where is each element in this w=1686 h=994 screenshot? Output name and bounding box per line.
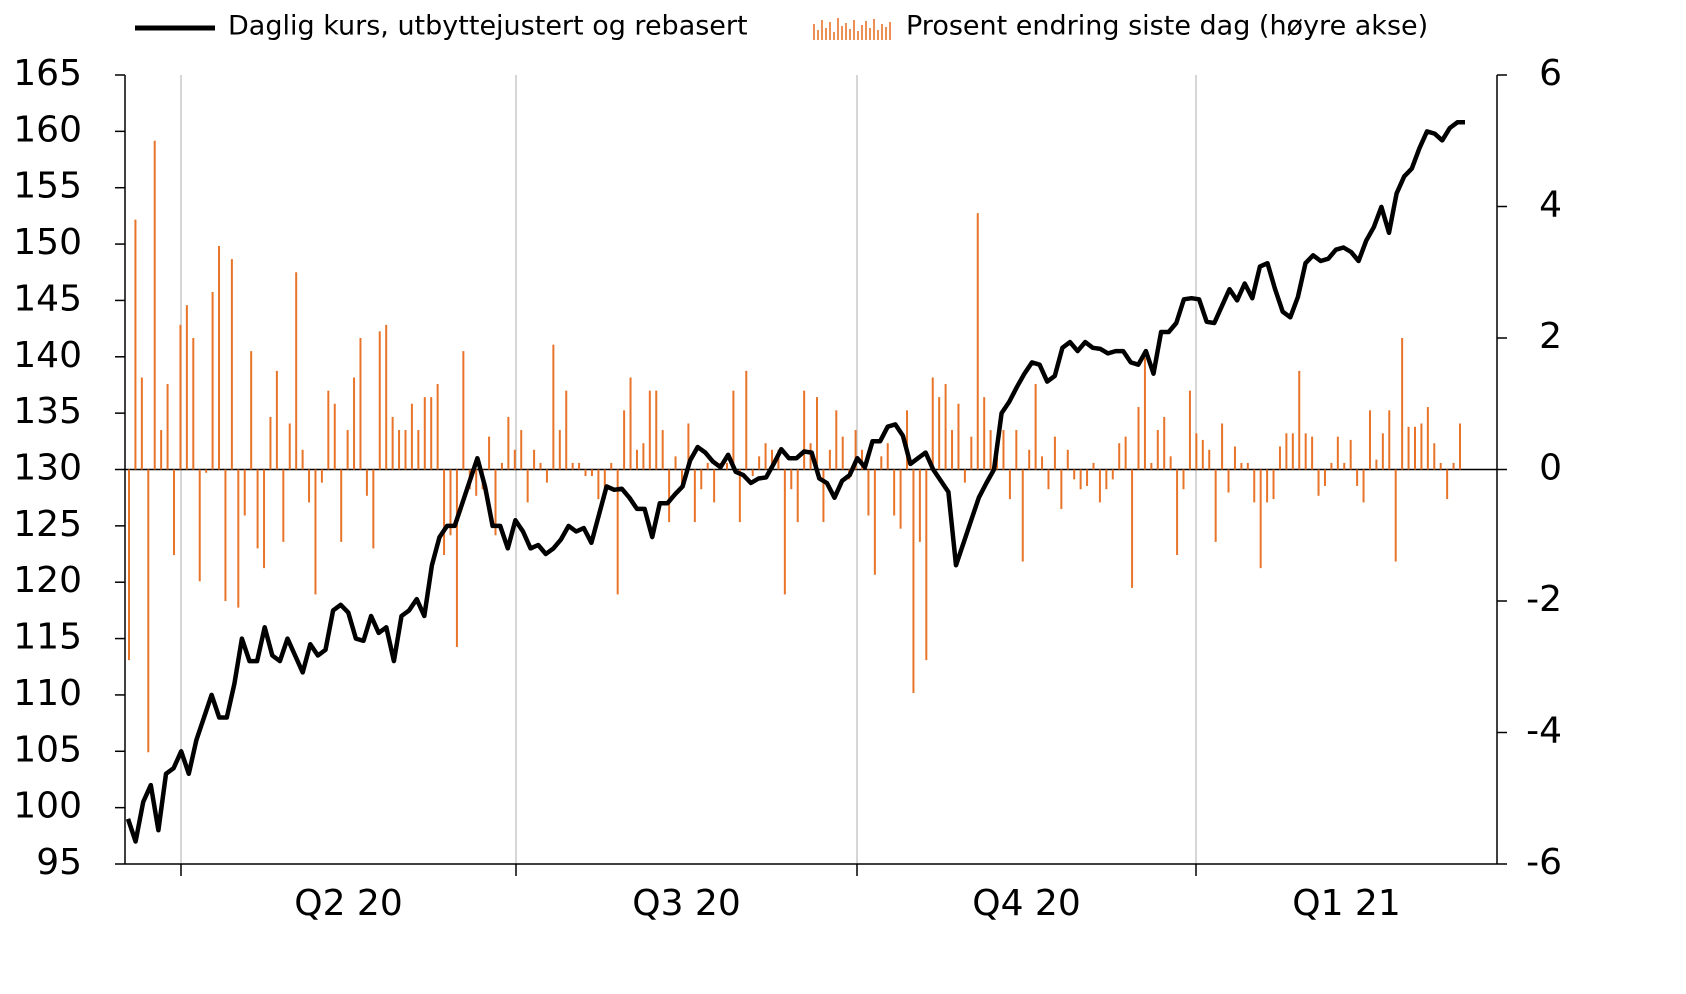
y2-tick-label: -2 — [1526, 579, 1562, 620]
y-tick-label: 130 — [13, 448, 82, 489]
legend-bar-swatch — [813, 18, 891, 40]
y2-tick-label: -4 — [1526, 711, 1562, 752]
y-tick-label: 155 — [13, 166, 82, 207]
x-tick-label: Q1 21 — [1292, 883, 1401, 924]
y-tick-label: 120 — [13, 560, 82, 601]
y-tick-label: 150 — [13, 222, 82, 263]
y-tick-label: 135 — [13, 391, 82, 432]
y2-tick-label: 6 — [1539, 53, 1562, 94]
x-tick-label: Q2 20 — [294, 883, 403, 924]
x-tick-label: Q3 20 — [632, 883, 741, 924]
x-tick-label: Q4 20 — [972, 883, 1081, 924]
y2-tick-label: 2 — [1539, 316, 1562, 357]
y2-tick-label: 4 — [1539, 185, 1562, 226]
y-tick-label: 95 — [36, 842, 82, 883]
y-tick-label: 145 — [13, 278, 82, 319]
y-tick-label: 125 — [13, 504, 82, 545]
legend-label: Daglig kurs, utbyttejustert og rebasert — [228, 11, 748, 42]
y-tick-label: 110 — [13, 673, 82, 714]
y-tick-label: 115 — [13, 617, 82, 658]
price-line — [125, 120, 1465, 844]
legend: Daglig kurs, utbyttejustert og rebasert … — [135, 11, 1428, 42]
y2-tick-label: -6 — [1526, 842, 1562, 883]
y-tick-label: 105 — [13, 729, 82, 770]
y-tick-label: 160 — [13, 109, 82, 150]
y2-tick-label: 0 — [1539, 448, 1562, 489]
legend-label: Prosent endring siste dag (høyre akse) — [906, 11, 1428, 42]
y-tick-label: 140 — [13, 335, 82, 376]
y-tick-label: 100 — [13, 786, 82, 827]
y-tick-label: 165 — [13, 53, 82, 94]
